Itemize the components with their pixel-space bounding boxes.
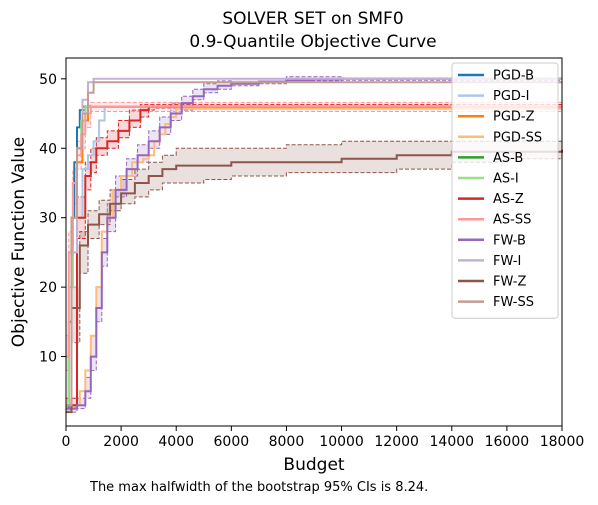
y-tick-label: 30 bbox=[39, 211, 57, 227]
legend-label-fw-ss: FW-SS bbox=[493, 295, 534, 310]
x-tick-label: 8000 bbox=[269, 434, 305, 450]
x-tick-label: 12000 bbox=[374, 434, 419, 450]
legend-label-fw-z: FW-Z bbox=[493, 275, 526, 290]
x-axis-ticks: 0 2000 4000 6000 8000 10000 12000 14000 16000 180… bbox=[62, 426, 585, 450]
band-lower-fw-z bbox=[66, 155, 563, 413]
legend-label-as-i: AS-I bbox=[493, 172, 519, 187]
series-line-as-ss bbox=[66, 105, 562, 358]
chart-subtitle: 0.9-Quantile Objective Curve bbox=[189, 32, 436, 52]
y-axis-ticks: 10 20 30 40 50 bbox=[39, 72, 66, 366]
band-upper-as-ss bbox=[66, 101, 562, 337]
x-tick-label: 10000 bbox=[319, 434, 364, 450]
x-axis-label: Budget bbox=[283, 455, 344, 475]
y-axis-label: Objective Function Value bbox=[9, 137, 29, 347]
x-tick-label: 16000 bbox=[485, 434, 530, 450]
x-tick-label: 14000 bbox=[430, 434, 475, 450]
x-tick-label: 6000 bbox=[214, 434, 250, 450]
legend: PGD-B PGD-I PGD-Z PGD-SS AS-B AS-I AS-Z AS-SS FW… bbox=[451, 62, 559, 319]
y-tick-label: 40 bbox=[39, 141, 57, 157]
legend-label-as-b: AS-B bbox=[493, 151, 523, 166]
band-lower-fw-b bbox=[66, 79, 562, 413]
legend-label-pgd-z: PGD-Z bbox=[493, 110, 535, 125]
band-upper-fw-z bbox=[66, 140, 562, 406]
legend-box bbox=[451, 62, 559, 319]
legend-label-pgd-ss: PGD-SS bbox=[493, 130, 542, 145]
series-line-pgd-i bbox=[66, 105, 562, 407]
series-line-as-z bbox=[66, 105, 562, 407]
y-tick-label: 20 bbox=[39, 280, 57, 296]
chart-title: SOLVER SET on SMF0 bbox=[222, 9, 403, 29]
x-tick-label: 4000 bbox=[158, 434, 194, 450]
confidence-bands bbox=[66, 76, 563, 413]
x-tick-label: 0 bbox=[62, 434, 71, 450]
legend-label-as-ss: AS-SS bbox=[493, 213, 531, 228]
series-lines bbox=[66, 77, 563, 414]
plot-frame bbox=[65, 57, 563, 427]
series-line-fw-ss bbox=[66, 81, 562, 407]
band-fill-as-z bbox=[66, 104, 562, 409]
y-tick-label: 50 bbox=[39, 72, 57, 88]
footnote: The max halfwidth of the bootstrap 95% C… bbox=[90, 480, 429, 495]
x-tick-label: 18000 bbox=[540, 434, 585, 450]
legend-label-fw-i: FW-I bbox=[493, 254, 521, 269]
band-upper-as-z bbox=[66, 104, 562, 399]
legend-label-pgd-b: PGD-B bbox=[493, 69, 534, 84]
y-tick-label: 10 bbox=[39, 350, 57, 366]
legend-label-as-z: AS-Z bbox=[493, 192, 524, 207]
legend-label-fw-b: FW-B bbox=[493, 233, 526, 248]
band-lower-as-ss bbox=[66, 111, 562, 371]
x-tick-label: 2000 bbox=[103, 434, 139, 450]
series-line-fw-z bbox=[66, 149, 563, 414]
series-line-pgd-ss bbox=[66, 107, 562, 410]
legend-label-pgd-i: PGD-I bbox=[493, 89, 529, 104]
